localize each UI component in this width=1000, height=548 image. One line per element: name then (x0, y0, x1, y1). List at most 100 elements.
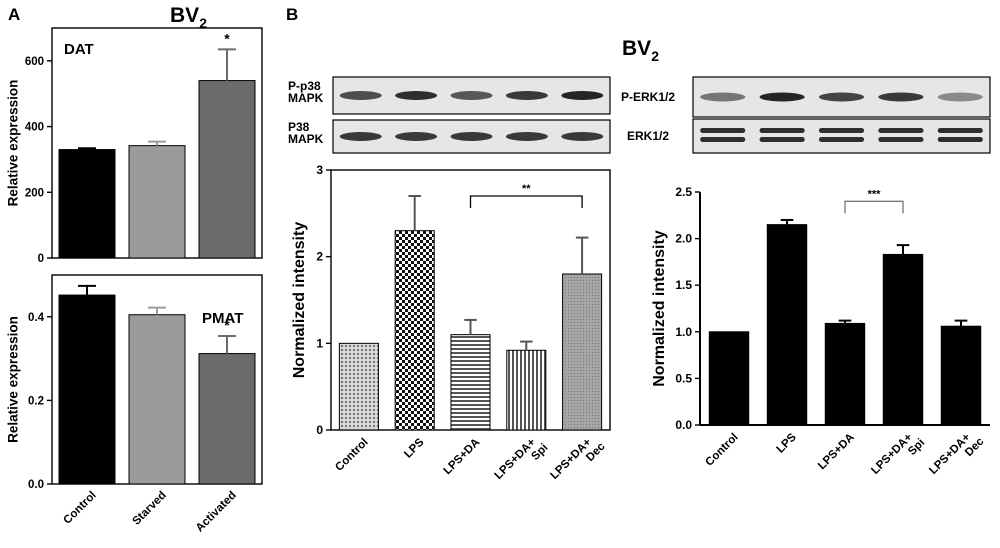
y-axis-label-erk: Normalized intensity (651, 230, 668, 387)
category-label-erk-4: LPS+DA+Dec (927, 426, 987, 486)
bar-dat-1 (128, 145, 186, 259)
blot-strip-p38 (332, 119, 611, 154)
chart-pmat: 0.0 0.2 0.4 Relative expression PMAT* Control… (6, 274, 263, 534)
blot-band (450, 91, 493, 100)
chart-p38: 0 1 2 3 Normalized intensity ** Control LPS LPS+… (291, 163, 611, 491)
blot-band (395, 132, 438, 141)
blot-band (505, 91, 548, 100)
y-axis-label-p38: Normalized intensity (291, 222, 308, 379)
category-label-erk-1: LPS (775, 431, 800, 456)
blot-band (700, 128, 746, 133)
blot-band (759, 92, 805, 102)
y-tick-label-pmat: 0.4 (28, 312, 45, 324)
category-label-p38-3: LPS+DA+Spi (493, 433, 551, 491)
panel-label-b: B (286, 5, 298, 24)
bar-erk-3 (882, 253, 924, 426)
blot-band (818, 137, 865, 142)
category-label-pmat-0: Control (61, 489, 98, 526)
right-title: BV2 (622, 37, 659, 64)
bar-p38-2 (450, 334, 491, 431)
blot-band (450, 132, 493, 141)
right-title-sub: 2 (651, 48, 659, 64)
bar-erk-4 (940, 325, 982, 426)
blot-band (937, 128, 983, 133)
category-label-p38-0: Control (333, 436, 370, 473)
blot-strip-p-p38 (332, 76, 611, 115)
y-tick-label-erk: 1.0 (675, 325, 692, 339)
chart-dat: 0 200 400 600 Relative expression DAT * (6, 27, 263, 265)
bar-pmat-0 (58, 294, 116, 485)
blot-label-erk-0: P-ERK1/2 (621, 90, 675, 104)
y-tick-label-p38: 0 (316, 423, 323, 437)
bar-p38-0 (338, 342, 379, 431)
y-tick-label-erk: 2.0 (675, 232, 692, 246)
bar-erk-2 (824, 322, 866, 426)
blot-band (561, 132, 604, 141)
y-tick-label-erk: 2.5 (675, 185, 692, 199)
bar-pmat-1 (128, 314, 186, 485)
left-title: BV2 (170, 4, 207, 31)
annotation-pmat: PMAT (202, 310, 243, 327)
blot-band (878, 137, 924, 142)
significance-dat-2: * (224, 30, 230, 46)
blot-band (759, 137, 805, 142)
bar-erk-0 (708, 331, 750, 426)
bar-p38-3 (506, 349, 547, 431)
blot-strip-erk (692, 118, 991, 154)
y-axis-label-pmat: Relative expression (6, 316, 21, 443)
blot-band (937, 92, 983, 102)
y-tick-label-erk: 0.5 (675, 371, 692, 385)
bracket-label-erk: *** (868, 188, 882, 200)
blot-band (818, 128, 865, 133)
blot-band (395, 91, 438, 100)
y-tick-label-pmat: 0.0 (28, 479, 44, 491)
bar-erk-1 (766, 224, 808, 426)
y-tick-label-dat: 0 (38, 253, 44, 265)
blot-band (759, 128, 805, 133)
left-title-main: BV (170, 4, 199, 27)
blot-label-erk-1: ERK1/2 (627, 129, 669, 143)
annotation-dat: DAT (64, 41, 94, 58)
blot-band (937, 137, 983, 142)
bar-p38-1 (394, 230, 435, 431)
significance-bracket-erk (844, 200, 904, 214)
y-tick-label-p38: 1 (316, 336, 323, 350)
blot-band (339, 91, 382, 100)
y-axis-label-dat: Relative expression (6, 80, 21, 207)
right-title-main: BV (622, 37, 651, 60)
blot-band (878, 92, 924, 102)
western-blots: P-p38 MAPK P38 MAPK P-ERK1/2 ERK1/2 (288, 76, 991, 154)
bar-pmat-2 (198, 353, 256, 485)
category-label-p38-1: LPS (402, 436, 427, 461)
y-tick-label-dat: 400 (25, 122, 44, 134)
chart-erk: 0.0 0.5 1.0 1.5 2.0 2.5 Normalized intensity **… (651, 185, 990, 486)
blot-band (700, 137, 746, 142)
blot-strip-p-erk (692, 76, 991, 118)
y-tick-label-dat: 200 (25, 187, 44, 199)
blot-band (700, 92, 746, 102)
category-label-p38-2: LPS+DA (442, 436, 483, 477)
bar-p38-4 (562, 273, 603, 431)
y-tick-label-erk: 0.0 (675, 418, 692, 432)
category-label-erk-3: LPS+DA+Spi (869, 428, 927, 486)
bracket-label-p38: ** (522, 183, 531, 195)
significance-bracket-p38 (469, 195, 583, 208)
bar-dat-2 (198, 80, 256, 259)
blot-band (339, 132, 382, 141)
category-label-pmat-1: Starved (130, 489, 168, 527)
y-tick-label-dat: 600 (25, 56, 44, 68)
y-tick-label-p38: 2 (316, 250, 323, 264)
y-tick-label-pmat: 0.2 (28, 395, 44, 407)
y-tick-label-erk: 1.5 (675, 278, 692, 292)
blot-band (561, 91, 604, 100)
significance-pmat-2: * (224, 317, 230, 333)
category-label-p38-4: LPS+DA+Dec (548, 431, 608, 491)
blot-label-p38-0: P-p38 MAPK (288, 79, 324, 105)
panel-label-a: A (8, 5, 20, 24)
category-label-pmat-2: Activated (194, 489, 239, 534)
blot-label-p38-1: P38 MAPK (288, 120, 324, 146)
category-label-erk-2: LPS+DA (816, 431, 857, 472)
y-tick-label-p38: 3 (316, 163, 323, 177)
left-title-sub: 2 (199, 15, 207, 31)
